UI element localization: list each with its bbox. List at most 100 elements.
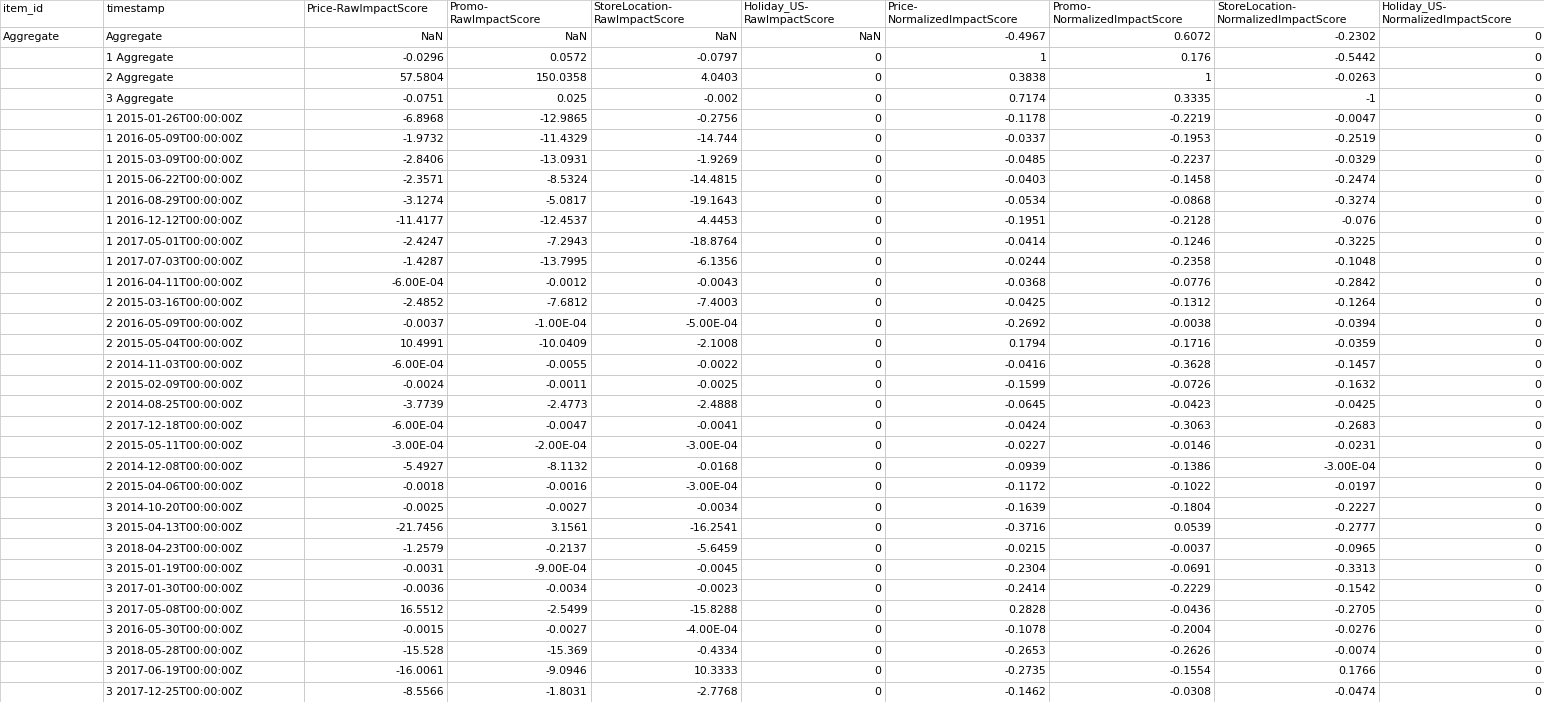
Bar [1379, 682, 1544, 702]
Text: -14.744: -14.744 [696, 135, 738, 145]
Text: NaN: NaN [422, 32, 445, 42]
Bar [1050, 477, 1214, 498]
Bar [1379, 313, 1544, 334]
Text: -16.2541: -16.2541 [690, 523, 738, 533]
Bar [0, 252, 103, 272]
Bar [1214, 0, 1379, 27]
Text: 1 2016-08-29T00:00:00Z: 1 2016-08-29T00:00:00Z [107, 196, 242, 206]
Bar [103, 232, 304, 252]
Bar [448, 109, 591, 129]
Bar [741, 232, 885, 252]
Text: -0.0359: -0.0359 [1334, 339, 1376, 349]
Bar [885, 252, 1050, 272]
Bar [0, 48, 103, 68]
Text: -0.1462: -0.1462 [1005, 687, 1047, 697]
Bar [1379, 661, 1544, 682]
Bar [1379, 48, 1544, 68]
Bar [741, 129, 885, 150]
Text: -0.2626: -0.2626 [1169, 646, 1212, 656]
Text: Price-RawImpactScore: Price-RawImpactScore [307, 4, 429, 13]
Text: -0.0043: -0.0043 [696, 278, 738, 288]
Bar [304, 600, 448, 620]
Bar [591, 375, 741, 395]
Text: -0.1542: -0.1542 [1334, 585, 1376, 595]
Text: -0.0436: -0.0436 [1169, 605, 1212, 615]
Bar [1214, 559, 1379, 579]
Text: Aggregate: Aggregate [3, 32, 60, 42]
Text: 0.0572: 0.0572 [550, 53, 588, 62]
Bar [591, 579, 741, 600]
Bar [741, 88, 885, 109]
Bar [448, 88, 591, 109]
Text: 0: 0 [1535, 523, 1541, 533]
Text: RawImpactScore: RawImpactScore [593, 15, 686, 25]
Bar [885, 456, 1050, 477]
Text: 0: 0 [1535, 278, 1541, 288]
Text: -2.4852: -2.4852 [403, 298, 445, 308]
Bar [591, 272, 741, 293]
Text: -0.0034: -0.0034 [696, 503, 738, 512]
Bar [0, 600, 103, 620]
Text: 0: 0 [874, 687, 882, 697]
Text: 3.1561: 3.1561 [550, 523, 588, 533]
Text: 0: 0 [1535, 482, 1541, 492]
Text: -0.2227: -0.2227 [1334, 503, 1376, 512]
Text: -0.1632: -0.1632 [1334, 380, 1376, 390]
Text: -0.1599: -0.1599 [1005, 380, 1047, 390]
Bar [103, 600, 304, 620]
Bar [1050, 68, 1214, 88]
Text: -0.0296: -0.0296 [403, 53, 445, 62]
Text: -0.4334: -0.4334 [696, 646, 738, 656]
Bar [741, 211, 885, 232]
Text: NormalizedImpactScore: NormalizedImpactScore [1217, 15, 1348, 25]
Text: 0: 0 [1535, 73, 1541, 83]
Bar [741, 416, 885, 436]
Bar [0, 456, 103, 477]
Bar [304, 191, 448, 211]
Text: RawImpactScore: RawImpactScore [744, 15, 835, 25]
Bar [741, 48, 885, 68]
Text: -0.1458: -0.1458 [1169, 176, 1212, 185]
Bar [0, 620, 103, 641]
Text: -0.076: -0.076 [1342, 216, 1376, 226]
Bar [448, 436, 591, 456]
Bar [591, 0, 741, 27]
Text: -0.1386: -0.1386 [1169, 462, 1212, 472]
Text: 0: 0 [874, 482, 882, 492]
Text: -1.9732: -1.9732 [403, 135, 445, 145]
Bar [1379, 109, 1544, 129]
Bar [1050, 416, 1214, 436]
Text: 0: 0 [1535, 319, 1541, 329]
Bar [591, 191, 741, 211]
Bar [1050, 191, 1214, 211]
Text: -0.0011: -0.0011 [545, 380, 588, 390]
Text: 3 2016-05-30T00:00:00Z: 3 2016-05-30T00:00:00Z [107, 625, 242, 635]
Bar [448, 252, 591, 272]
Text: 0: 0 [1535, 93, 1541, 104]
Bar [304, 395, 448, 416]
Text: -0.2756: -0.2756 [696, 114, 738, 124]
Text: -0.0965: -0.0965 [1334, 543, 1376, 554]
Bar [448, 538, 591, 559]
Bar [1214, 620, 1379, 641]
Bar [103, 682, 304, 702]
Text: 0: 0 [874, 53, 882, 62]
Text: 0: 0 [1535, 237, 1541, 247]
Bar [591, 498, 741, 518]
Text: -0.1078: -0.1078 [1005, 625, 1047, 635]
Bar [304, 313, 448, 334]
Bar [885, 272, 1050, 293]
Bar [0, 682, 103, 702]
Bar [741, 538, 885, 559]
Text: -0.0414: -0.0414 [1005, 237, 1047, 247]
Bar [1050, 313, 1214, 334]
Bar [1214, 88, 1379, 109]
Bar [304, 129, 448, 150]
Bar [591, 641, 741, 661]
Bar [103, 518, 304, 538]
Bar [591, 334, 741, 355]
Bar [0, 641, 103, 661]
Text: -0.0329: -0.0329 [1334, 155, 1376, 165]
Text: 0.1766: 0.1766 [1339, 666, 1376, 676]
Text: 0: 0 [1535, 359, 1541, 369]
